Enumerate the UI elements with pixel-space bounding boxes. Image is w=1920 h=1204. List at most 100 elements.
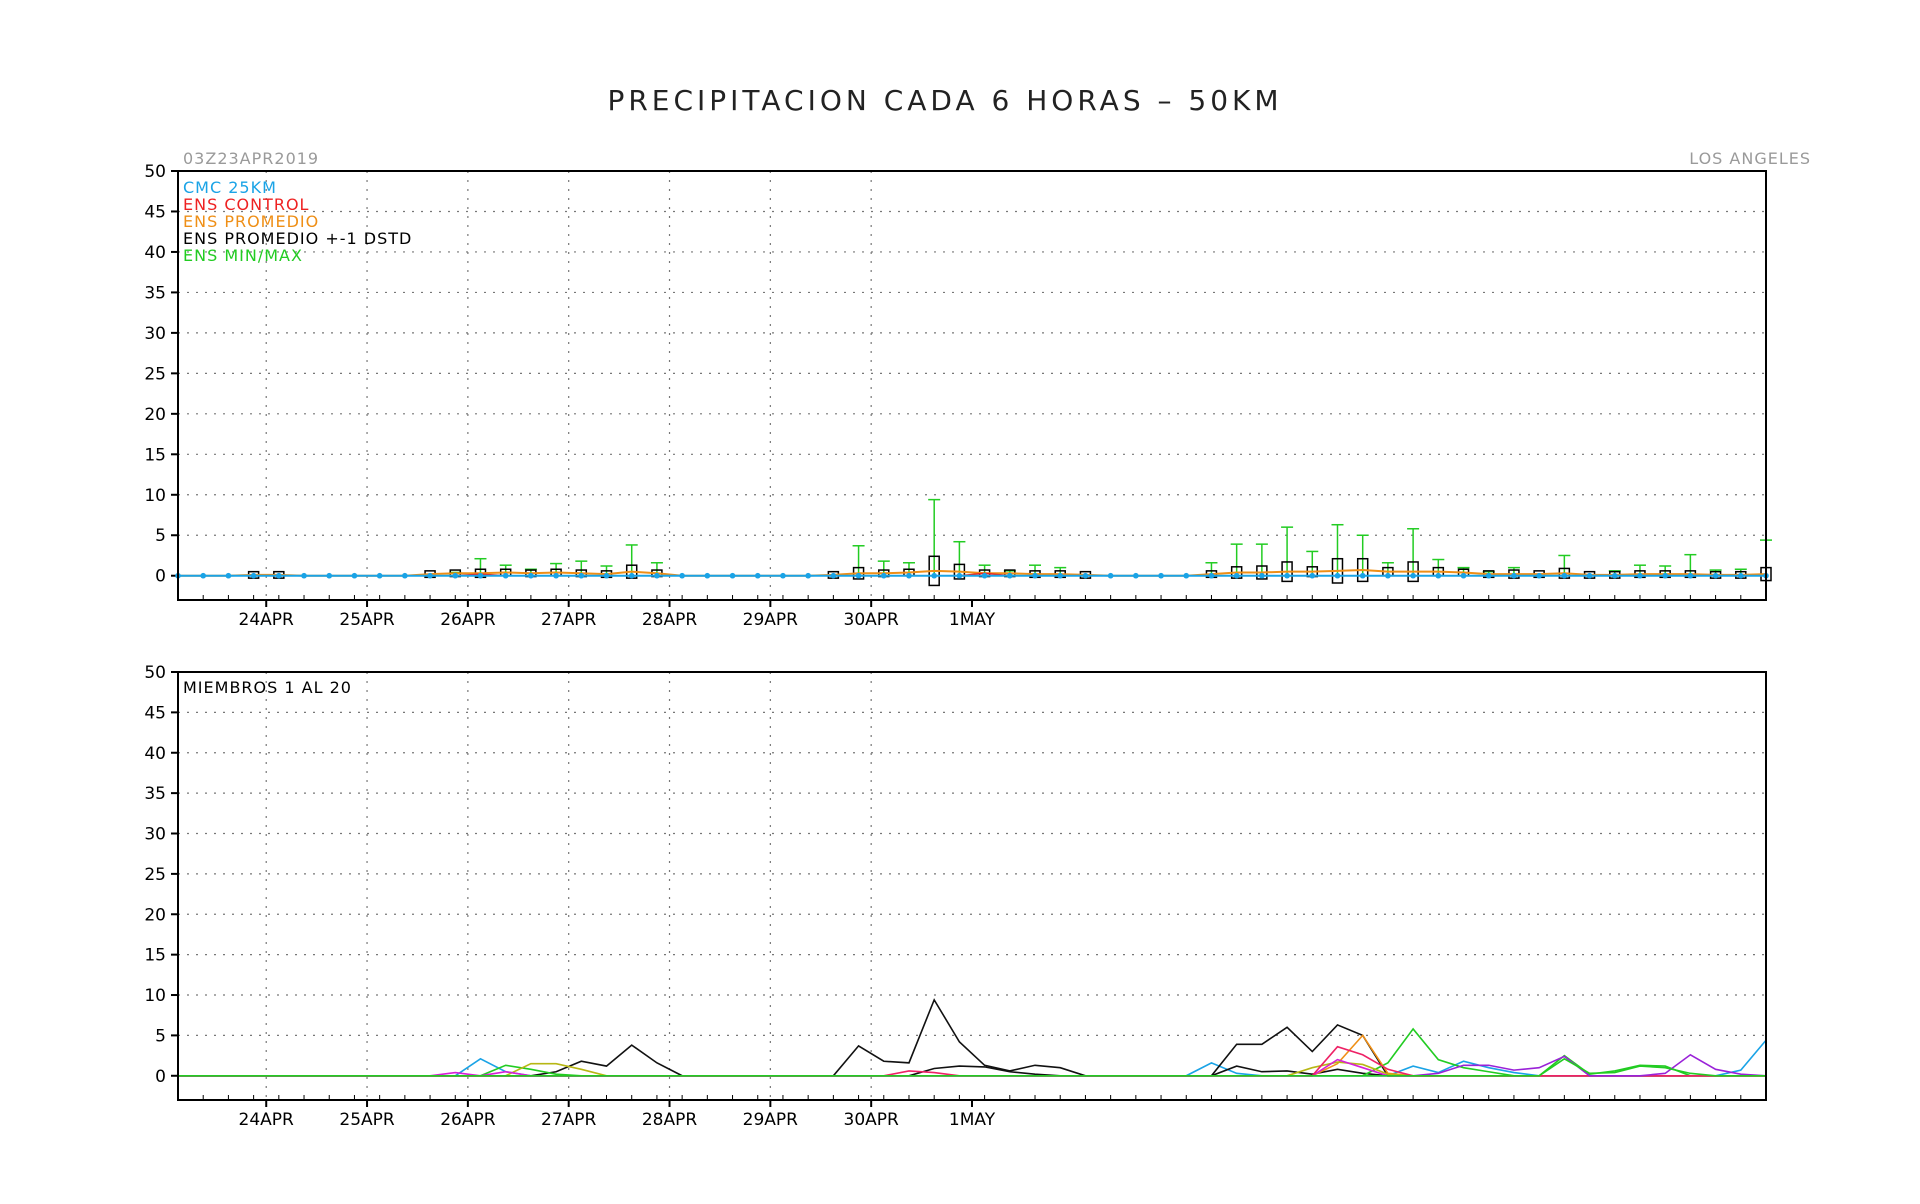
cmc-point [1183,572,1190,579]
x-tick-label: 25APR [339,1110,395,1130]
cmc-point [981,572,988,579]
cmc-point [1385,572,1391,579]
cmc-point [1611,572,1618,579]
cmc-point [528,572,534,579]
cmc-point [1460,572,1467,579]
cmc-point [326,572,333,579]
x-tick-label: 24APR [239,610,295,630]
cmc-point [1334,572,1341,579]
legend-item-control: ENS CONTROL [183,195,309,214]
cmc-point [855,572,862,579]
cmc-point [1511,572,1517,579]
cmc-point [250,572,257,579]
cmc-point [276,572,282,579]
y-tick-label: 35 [144,784,166,804]
y-tick-label: 40 [144,744,166,764]
init-time-label: 03Z23APR2019 [183,149,319,168]
location-label: LOS ANGELES [1689,149,1811,168]
series-line-promedio [178,569,1767,577]
cmc-point [1158,572,1164,579]
x-tick-label: 1MAY [949,610,996,630]
y-tick-label: 10 [144,986,166,1006]
cmc-point [628,572,635,579]
cmc-point [1259,572,1265,579]
cmc-point [225,572,232,579]
x-tick-label: 25APR [339,610,395,630]
y-tick-label: 20 [144,405,166,425]
cmc-point [1662,572,1668,579]
cmc-point [1007,572,1013,579]
cmc-point [1561,572,1568,579]
y-tick-label: 30 [144,825,166,845]
x-tick-label: 30APR [844,1110,900,1130]
chart-title: PRECIPITACION CADA 6 HORAS – 50KM [607,84,1282,117]
cmc-point [301,572,307,579]
member-series-line [178,1045,1766,1077]
cmc-point [1359,572,1366,579]
member-series-line [178,1034,1766,1077]
cmc-point [1284,572,1290,579]
cmc-point [830,572,837,579]
cmc-point [679,572,685,579]
cmc-point [452,572,459,579]
cmc-point [1687,572,1694,579]
x-tick-label: 1MAY [949,1110,996,1130]
cmc-point [906,572,912,579]
member-series-line [178,1058,1766,1077]
legend-item-minmax: ENS MIN/MAX [183,246,303,265]
x-tick-label: 29APR [743,1110,799,1130]
x-tick-label: 26APR [440,1110,496,1130]
cmc-point [376,572,383,579]
cmc-point [553,572,559,579]
x-tick-label: 28APR [642,610,698,630]
cmc-point [704,572,711,579]
y-tick-label: 25 [144,865,166,885]
top-panel: 0 5 10 15 20 25 30 35 40 45 50 24APR 25APR 26APR 27APR… [144,162,1772,630]
x-tick-label: 24APR [239,1110,295,1130]
cmc-point [200,572,207,579]
members-annotation: MIEMBROS 1 AL 20 [183,678,352,697]
y-tick-label: 50 [144,663,166,683]
y-tick-label: 15 [144,946,166,966]
member-series-line [178,1039,1767,1077]
cmc-point [1233,572,1240,579]
cmc-point [805,572,811,579]
y-tick-label: 15 [144,445,166,465]
legend: CMC 25KM ENS CONTROL ENS PROMEDIO ENS PR… [183,178,411,265]
cmc-point [578,572,585,579]
y-tick-label: 5 [155,1026,166,1046]
cmc-point [1435,572,1442,579]
y-tick-label: 40 [144,243,166,263]
cmc-point [1637,572,1643,579]
x-tick-label: 30APR [844,610,900,630]
plot-frame [177,170,1767,601]
y-tick-label: 25 [144,364,166,384]
x-tick-label: 27APR [541,1110,597,1130]
cmc-point [351,572,358,579]
x-tick-label: 27APR [541,610,597,630]
cmc-point [880,572,887,579]
y-tick-label: 30 [144,324,166,344]
cmc-point [1712,572,1719,579]
cmc-point [1536,572,1542,579]
cmc-point [1485,572,1492,579]
x-tick-label: 28APR [642,1110,698,1130]
cmc-point [502,572,509,579]
member-series-line [178,1053,1767,1077]
cmc-point [477,572,484,579]
x-tick-label: 29APR [743,610,799,630]
y-tick-label: 50 [144,162,166,182]
y-tick-label: 20 [144,905,166,925]
cmc-point [1737,572,1744,579]
cmc-point [931,572,937,579]
member-series-line [178,998,1766,1077]
cmc-point [1082,572,1089,579]
bottom-panel: 0 5 10 15 20 25 30 35 40 45 50 24APR 25APR 26APR 27APR… [144,663,1767,1130]
cmc-point [1032,572,1038,579]
y-tick-label: 0 [155,567,166,587]
x-tick-label: 26APR [440,610,496,630]
legend-item-cmc: CMC 25KM [183,178,277,197]
cmc-point [654,572,660,579]
